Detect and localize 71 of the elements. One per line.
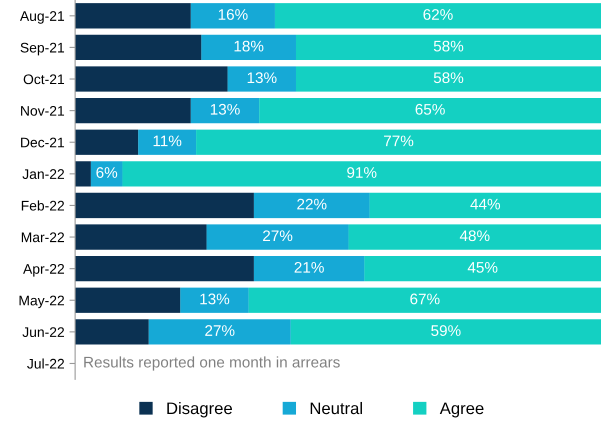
bar [75, 3, 191, 28]
y-tick-label: Jun-22 [22, 327, 64, 338]
bar [75, 66, 228, 92]
y-tick-label: Nov-21 [21, 106, 64, 116]
data-label: 13% [210, 104, 240, 115]
bar [75, 161, 91, 186]
y-tick-label: Jan-22 [22, 169, 64, 180]
data-label: 11% [154, 136, 182, 146]
bar [148, 319, 291, 345]
bar [259, 98, 601, 124]
data-label: 18% [234, 40, 264, 52]
bar [180, 288, 249, 313]
bar [296, 34, 601, 60]
bar [248, 288, 601, 313]
data-label: 91% [347, 167, 376, 178]
bar [75, 256, 254, 282]
data-label: 16% [218, 9, 248, 20]
data-label: 13% [248, 72, 277, 84]
bar [254, 192, 370, 218]
data-label: 67% [410, 294, 440, 304]
bar [254, 256, 364, 282]
bar [75, 288, 180, 313]
bar [196, 130, 601, 155]
data-label: 58% [434, 72, 464, 84]
bar [364, 256, 601, 282]
bar [75, 192, 254, 218]
data-label: 45% [468, 262, 498, 273]
bar [296, 66, 601, 92]
y-tick-label: Oct-21 [24, 74, 64, 84]
data-label: 22% [297, 198, 327, 210]
bar [75, 34, 202, 60]
bar [75, 98, 191, 124]
legend-label: Neutral [310, 402, 362, 414]
data-label: 44% [470, 198, 500, 210]
y-tick-label: Sep-21 [20, 42, 64, 56]
data-label: 65% [416, 104, 445, 115]
bar [201, 34, 296, 60]
y-tick-label: Aug-21 [20, 11, 64, 24]
bar [75, 224, 207, 250]
data-label: 77% [384, 136, 414, 146]
data-label: 62% [423, 9, 453, 20]
bar [75, 319, 149, 345]
data-label: 59% [431, 325, 461, 336]
y-tick-label: Feb-22 [22, 200, 64, 211]
bar [274, 3, 601, 28]
bar [290, 319, 601, 345]
data-label: 48% [460, 230, 490, 242]
bar [138, 130, 196, 155]
y-tick-label: Dec-21 [21, 138, 64, 148]
y-tick-label: Apr-22 [23, 264, 64, 277]
bar [190, 3, 275, 28]
bar [228, 66, 296, 92]
data-label: 21% [294, 262, 324, 273]
data-label: 6% [96, 167, 118, 178]
y-tick-label: May-22 [20, 296, 64, 308]
bar [190, 98, 260, 124]
data-label: 27% [263, 230, 292, 242]
legend-label: Disagree [167, 402, 232, 418]
bar [348, 224, 601, 250]
bar [122, 161, 601, 186]
legend-label: Agree [440, 402, 484, 418]
data-label: 58% [434, 40, 464, 52]
data-label: 13% [200, 294, 230, 304]
bar [90, 161, 122, 186]
y-tick-label: Mar-22 [22, 232, 64, 242]
bar [370, 192, 601, 218]
data-label: 27% [205, 325, 234, 336]
bar [206, 224, 349, 250]
annotation: Results reported one month in arrears [84, 356, 340, 371]
bar [75, 130, 138, 155]
y-tick-label: Jul-22 [27, 358, 64, 369]
